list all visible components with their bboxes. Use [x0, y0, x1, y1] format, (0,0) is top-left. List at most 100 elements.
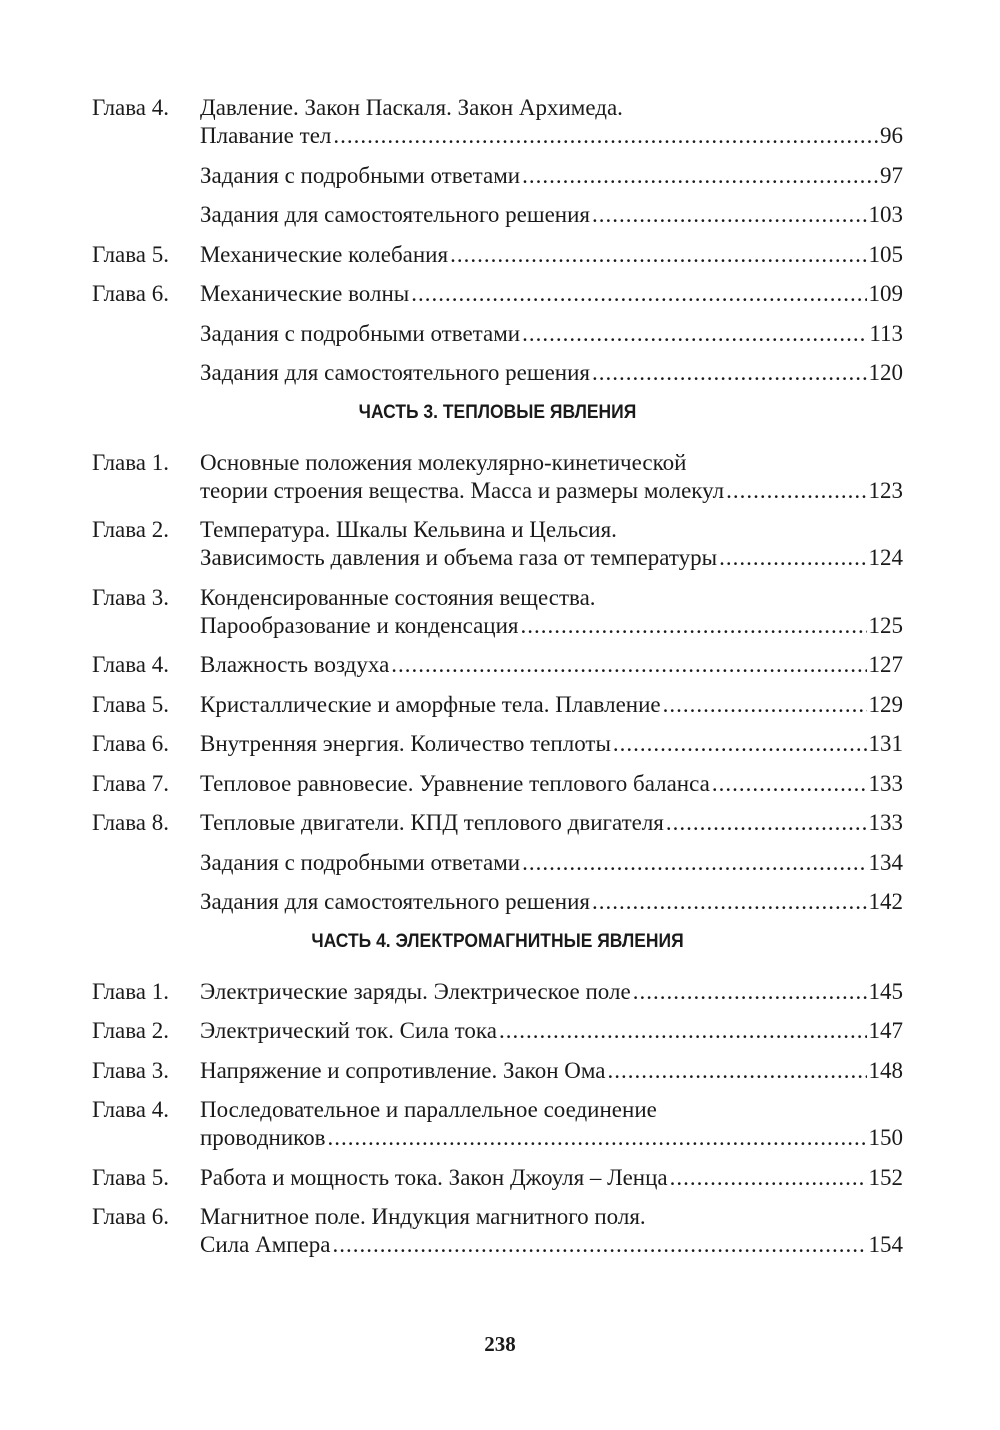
entry-line: Напряжение и сопротивление. Закон Ома 148 [200, 1057, 903, 1085]
page-ref: 150 [868, 1125, 904, 1150]
page-number: 238 [484, 1332, 516, 1356]
entry-body: Последовательное и параллельное соединен… [200, 1096, 903, 1152]
chapter-label: Глава 6. [92, 281, 170, 306]
dot-leader [663, 691, 867, 719]
page-ref: 154 [868, 1232, 904, 1257]
entry-line: Электрические заряды. Электрическое поле… [200, 978, 903, 1006]
toc-entry[interactable]: Глава 6. Внутренняя энергия. Количество т… [92, 730, 903, 758]
entry-title: Работа и мощность тока. Закон Джоуля – Л… [200, 1164, 668, 1190]
entry-title: теории строения вещества. Масса и размер… [200, 477, 725, 503]
entry-body: Задания с подробными ответами 113 [200, 320, 903, 348]
entry-body: Задания с подробными ответами 97 [200, 162, 903, 190]
table-of-contents: Глава 4. Давление. Закон Паскаля. Закон А… [92, 94, 903, 1271]
entry-line: Работа и мощность тока. Закон Джоуля – Л… [200, 1164, 903, 1192]
page-ref: 123 [868, 477, 904, 503]
entry-title: Электрический ток. Сила тока [200, 1018, 497, 1043]
entry-body: Электрический ток. Сила тока 147 [200, 1017, 903, 1045]
page-ref: 148 [868, 1057, 904, 1083]
dot-leader [592, 201, 867, 229]
dot-leader [592, 359, 867, 387]
entry-line: Задания с подробными ответами 134 [200, 849, 903, 877]
page-ref: 125 [868, 612, 904, 638]
chapter-label [92, 849, 200, 877]
dot-leader [726, 477, 866, 505]
entry-line: теории строения вещества. Масса и размер… [200, 477, 903, 505]
toc-entry[interactable]: Глава 5. Работа и мощность тока. Закон Дж… [92, 1164, 903, 1192]
entry-body: Тепловые двигатели. КПД теплового двигат… [200, 809, 903, 837]
toc-entry[interactable]: Глава 4. Последовательное и параллельное … [92, 1096, 903, 1152]
entry-line: Задания для самостоятельного решения 103 [200, 201, 903, 229]
dot-leader [522, 849, 866, 877]
dot-leader [712, 770, 867, 798]
toc-entry[interactable]: Глава 2. Температура. Шкалы Кельвина и Це… [92, 516, 903, 572]
chapter-label [92, 320, 200, 348]
entry-body: Конденсированные состояния вещества. Паро… [200, 584, 903, 640]
toc-entry[interactable]: Глава 1. Основные положения молекулярно-к… [92, 449, 903, 505]
toc-entry[interactable]: Глава 6. Механические волны 109 [92, 280, 903, 308]
entry-title: Давление. Закон Паскаля. Закон Архимеда. [200, 95, 623, 120]
dot-leader [592, 888, 867, 916]
toc-entry[interactable]: Задания для самостоятельного решения 142 [92, 888, 903, 916]
entry-title: Задания с подробными ответами [200, 162, 521, 188]
toc-entry[interactable]: Глава 4. Влажность воздуха 127 [92, 651, 903, 679]
toc-entry[interactable]: Глава 3. Напряжение и сопротивление. Зако… [92, 1057, 903, 1085]
page-ref: 97 [880, 162, 903, 188]
chapter-label: Глава 1. [92, 449, 170, 475]
entry-body: Основные положения молекулярно-кинетичес… [200, 449, 903, 505]
entry-line: Плавание тел 96 [200, 122, 903, 150]
entry-title: Электрические заряды. Электрическое поле [200, 978, 631, 1004]
section-heading: ЧАСТЬ 4. ЭЛЕКТРОМАГНИТНЫЕ ЯВЛЕНИЯ [311, 930, 684, 952]
toc-entry[interactable]: Глава 5. Механические колебания 105 [92, 241, 903, 269]
dot-leader [613, 730, 867, 758]
toc-entry[interactable]: Глава 8. Тепловые двигатели. КПД тепловог… [92, 809, 903, 837]
toc-entry[interactable]: Глава 6. Магнитное поле. Индукция магнитн… [92, 1203, 903, 1259]
entry-body: Задания для самостоятельного решения 103 [200, 201, 903, 229]
chapter-label [92, 359, 200, 387]
chapter-label: Глава 7. [92, 770, 170, 796]
entry-body: Электрические заряды. Электрическое поле… [200, 978, 903, 1006]
entry-body: Задания для самостоятельного решения 142 [200, 888, 903, 916]
toc-entry[interactable]: Задания с подробными ответами 134 [92, 849, 903, 877]
dot-leader [411, 280, 866, 308]
toc-entry[interactable]: Глава 4. Давление. Закон Паскаля. Закон А… [92, 94, 903, 150]
page-ref: 147 [868, 1018, 904, 1043]
dot-leader [719, 544, 866, 572]
toc-entry[interactable]: Глава 2. Электрический ток. Сила тока 147 [92, 1017, 903, 1045]
chapter-label [92, 201, 200, 229]
page-ref: 133 [868, 770, 904, 796]
entry-line: Зависимость давления и объема газа от те… [200, 544, 903, 572]
entry-title: Задания для самостоятельного решения [200, 360, 590, 385]
dot-leader [670, 1164, 867, 1192]
entry-line: Механические колебания 105 [200, 241, 903, 269]
chapter-label: Глава 5. [92, 1164, 170, 1190]
page-ref: 103 [868, 202, 904, 227]
toc-entry[interactable]: Глава 3. Конденсированные состояния вещес… [92, 584, 903, 640]
entry-body: Напряжение и сопротивление. Закон Ома 148 [200, 1057, 903, 1085]
entry-line: Задания для самостоятельного решения 142 [200, 888, 903, 916]
toc-entry[interactable]: Глава 5. Кристаллические и аморфные тела.… [92, 691, 903, 719]
chapter-label: Глава 4. [92, 652, 170, 677]
entry-line: Основные положения молекулярно-кинетичес… [200, 449, 903, 477]
entry-title: Парообразование и конденсация [200, 612, 519, 638]
entry-line: Задания для самостоятельного решения 120 [200, 359, 903, 387]
dot-leader [328, 1124, 867, 1152]
toc-entry[interactable]: Задания для самостоятельного решения 103 [92, 201, 903, 229]
chapter-label: Глава 5. [92, 691, 170, 717]
toc-entry[interactable]: Глава 7. Тепловое равновесие. Уравнение т… [92, 770, 903, 798]
entry-line: Внутренняя энергия. Количество теплоты 13… [200, 730, 903, 758]
toc-entry[interactable]: Задания с подробными ответами 97 [92, 162, 903, 190]
toc-entry[interactable]: Задания для самостоятельного решения 120 [92, 359, 903, 387]
page-ref: 145 [868, 978, 904, 1004]
entry-title: Напряжение и сопротивление. Закон Ома [200, 1057, 606, 1083]
toc-entry[interactable]: Задания с подробными ответами 113 [92, 320, 903, 348]
page-ref: 129 [868, 691, 904, 717]
page-ref: 113 [869, 320, 903, 346]
toc-entry[interactable]: Глава 1. Электрические заряды. Электричес… [92, 978, 903, 1006]
entry-line: Последовательное и параллельное соединен… [200, 1096, 903, 1124]
page-ref: 134 [868, 849, 904, 875]
entry-body: Задания с подробными ответами 134 [200, 849, 903, 877]
entry-body: Кристаллические и аморфные тела. Плавлен… [200, 691, 903, 719]
entry-body: Влажность воздуха 127 [200, 651, 903, 679]
entry-title: Внутренняя энергия. Количество теплоты [200, 731, 611, 756]
entry-title: Плавание тел [200, 123, 332, 148]
